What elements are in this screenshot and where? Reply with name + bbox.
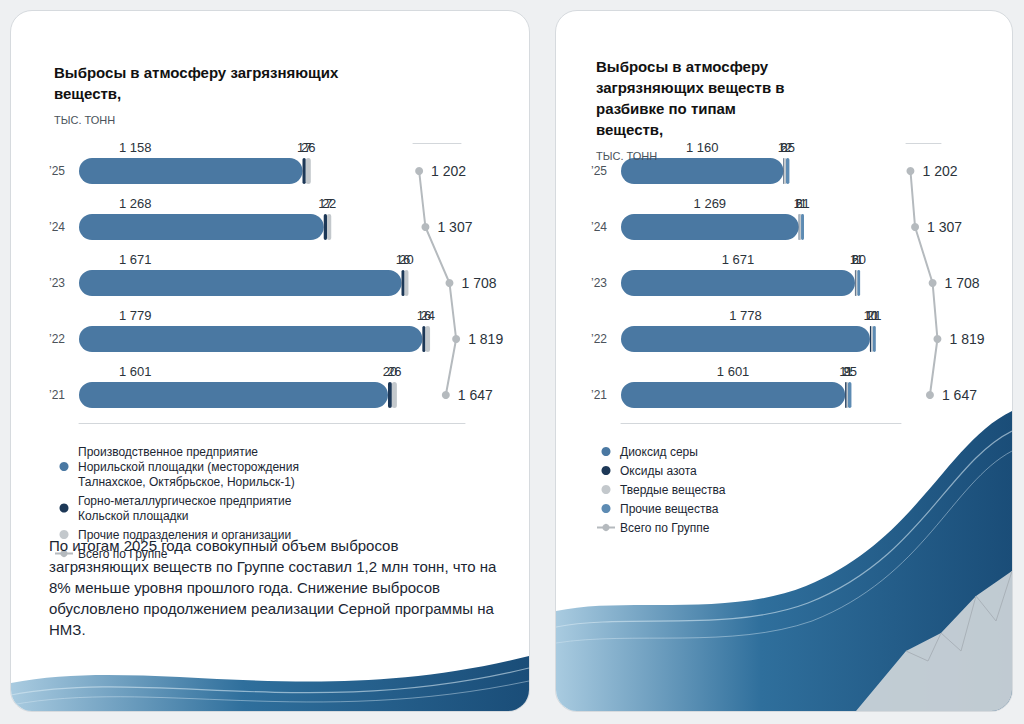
svg-text:26: 26: [387, 364, 401, 379]
svg-text:1 158: 1 158: [119, 140, 152, 155]
svg-text:1 708: 1 708: [945, 275, 980, 291]
svg-text:Прочие вещества: Прочие вещества: [620, 502, 719, 516]
svg-text:Диоксид серы: Диоксид серы: [620, 445, 698, 459]
svg-text:1 779: 1 779: [119, 308, 152, 323]
svg-text:1 671: 1 671: [722, 252, 755, 267]
svg-text:1 601: 1 601: [119, 364, 152, 379]
svg-text:1 268: 1 268: [119, 196, 152, 211]
svg-text:Выбросы в атмосферу: Выбросы в атмосферу: [596, 58, 772, 75]
svg-text:26: 26: [301, 140, 315, 155]
svg-text:1 307: 1 307: [437, 219, 472, 235]
svg-text:1 160: 1 160: [686, 140, 719, 155]
svg-text:’21: ’21: [591, 388, 607, 402]
svg-text:Оксиды азота: Оксиды азота: [620, 464, 697, 478]
svg-text:веществ,: веществ,: [596, 121, 663, 138]
svg-text:загрязняющих веществ в: загрязняющих веществ в: [596, 79, 789, 96]
svg-text:1 647: 1 647: [458, 387, 493, 403]
svg-text:’24: ’24: [591, 220, 607, 234]
svg-text:’22: ’22: [591, 332, 607, 346]
svg-text:1 601: 1 601: [717, 364, 750, 379]
svg-text:Норильской площадки (месторожд: Норильской площадки (месторождения: [78, 460, 302, 474]
svg-text:’23: ’23: [49, 276, 65, 290]
svg-text:1 819: 1 819: [468, 331, 503, 347]
svg-text:ТЫС. ТОНН: ТЫС. ТОНН: [54, 114, 115, 126]
svg-text:Талнахское, Октябрьское, Норил: Талнахское, Октябрьское, Норильск-1): [78, 475, 295, 489]
svg-text:1 671: 1 671: [119, 252, 152, 267]
svg-text:22: 22: [322, 196, 336, 211]
svg-text:21: 21: [795, 196, 809, 211]
svg-text:веществ,: веществ,: [54, 85, 121, 102]
svg-text:1 269: 1 269: [694, 196, 727, 211]
svg-text:21: 21: [867, 308, 881, 323]
svg-text:ТЫС. ТОНН: ТЫС. ТОНН: [596, 150, 657, 162]
svg-text:Горно-металлургическое предпри: Горно-металлургическое предприятие: [78, 494, 295, 508]
svg-text:’22: ’22: [49, 332, 65, 346]
svg-text:1 708: 1 708: [461, 275, 496, 291]
svg-text:1 202: 1 202: [431, 163, 466, 179]
svg-text:1 307: 1 307: [927, 219, 962, 235]
svg-text:’23: ’23: [591, 276, 607, 290]
svg-text:20: 20: [851, 252, 865, 267]
svg-text:Твердые вещества: Твердые вещества: [620, 483, 726, 497]
svg-text:1 647: 1 647: [942, 387, 977, 403]
svg-text:Всего по Группе: Всего по Группе: [620, 521, 710, 535]
svg-text:’21: ’21: [49, 388, 65, 402]
svg-text:Кольской площадки: Кольской площадки: [78, 509, 189, 523]
svg-text:разбивке по типам: разбивке по типам: [596, 100, 740, 117]
svg-text:25: 25: [842, 364, 856, 379]
svg-text:’24: ’24: [49, 220, 65, 234]
svg-text:1 819: 1 819: [949, 331, 984, 347]
svg-text:1 202: 1 202: [922, 163, 957, 179]
svg-text:25: 25: [780, 140, 794, 155]
svg-text:24: 24: [421, 308, 435, 323]
svg-text:Производственное предприятие: Производственное предприятие: [78, 445, 261, 459]
svg-text:Выбросы в атмосферу загрязняющ: Выбросы в атмосферу загрязняющих: [54, 64, 342, 81]
svg-text:’25: ’25: [591, 164, 607, 178]
svg-text:20: 20: [399, 252, 413, 267]
svg-text:1 778: 1 778: [729, 308, 762, 323]
svg-text:’25: ’25: [49, 164, 65, 178]
